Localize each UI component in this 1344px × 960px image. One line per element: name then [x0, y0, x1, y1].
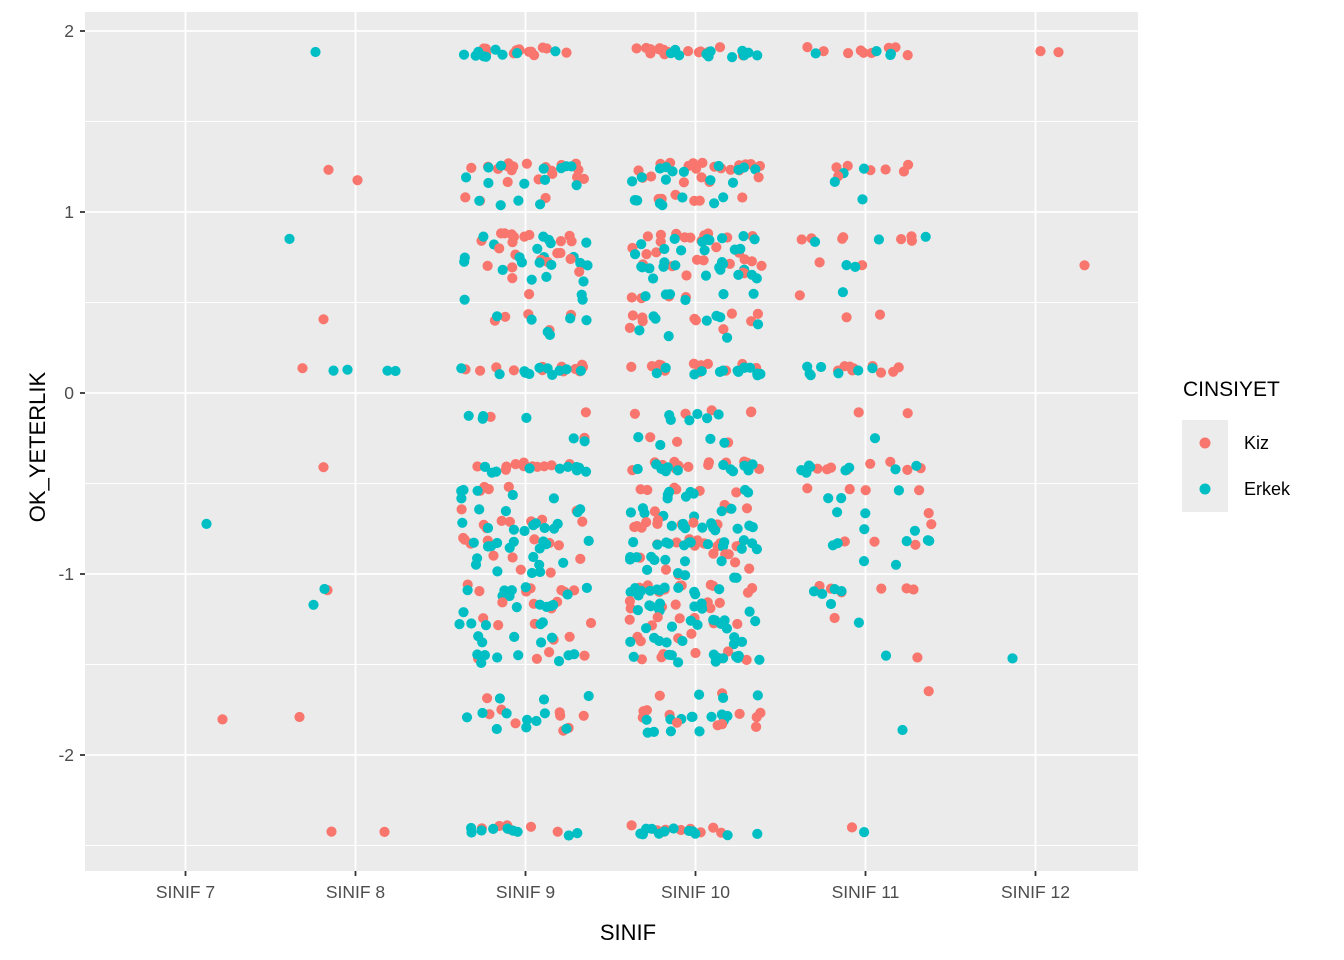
svg-text:1: 1 — [64, 202, 74, 222]
svg-text:SINIF 9: SINIF 9 — [496, 882, 555, 902]
axis-ticks — [80, 30, 1037, 876]
y-tick-labels: 2 1 0 -1 -2 — [58, 21, 74, 765]
svg-text:2: 2 — [64, 21, 74, 41]
svg-text:SINIF 8: SINIF 8 — [326, 882, 385, 902]
svg-text:SINIF 7: SINIF 7 — [156, 882, 215, 902]
x-axis-title: SINIF — [599, 920, 657, 945]
legend-label-erkek: Erkek — [1244, 478, 1291, 499]
legend-key-kiz — [1182, 420, 1228, 466]
svg-text:0: 0 — [64, 383, 74, 403]
svg-text:SINIF 12: SINIF 12 — [1001, 882, 1070, 902]
svg-text:-2: -2 — [58, 745, 74, 765]
svg-text:-1: -1 — [58, 564, 74, 584]
legend-item-kiz: Kiz — [1182, 420, 1332, 466]
x-tick-labels: SINIF 7 SINIF 8 SINIF 9 SINIF 10 SINIF 11 SIN… — [156, 882, 1070, 902]
erkek-point-icon — [1199, 483, 1211, 495]
legend-key-erkek — [1182, 466, 1228, 512]
data-points — [201, 42, 1090, 841]
minor-gridlines — [85, 121, 1138, 846]
legend-title: CINSIYET — [1183, 378, 1280, 401]
plot-panel — [85, 12, 1138, 871]
y-axis-title: OK_YETERLIK — [25, 371, 50, 523]
kiz-point-icon — [1199, 437, 1211, 449]
legend-label-kiz: Kiz — [1244, 432, 1270, 453]
svg-text:SINIF 11: SINIF 11 — [832, 882, 900, 902]
legend: CINSIYET Kiz Erkek — [1182, 378, 1332, 512]
legend-item-erkek: Erkek — [1182, 466, 1332, 512]
svg-text:SINIF 10: SINIF 10 — [661, 882, 730, 902]
